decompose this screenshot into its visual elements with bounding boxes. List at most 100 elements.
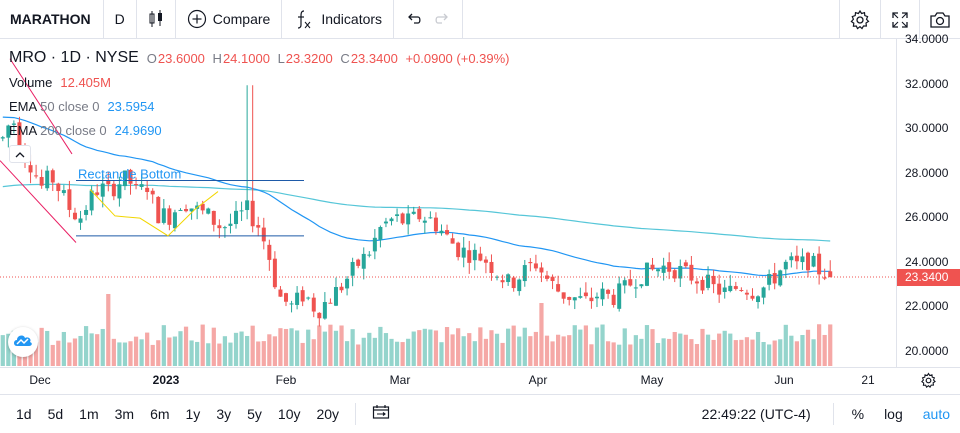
scale-settings-button[interactable] — [920, 372, 937, 394]
range-3m[interactable]: 3m — [114, 406, 135, 422]
candle-body — [111, 183, 116, 197]
undo-button[interactable] — [393, 0, 462, 39]
candle-body — [411, 211, 416, 214]
ema50-params: 50 close 0 — [40, 98, 100, 114]
volume-bar — [611, 342, 616, 366]
price-tick-20: 20.0000 — [905, 344, 949, 358]
candle-body — [794, 255, 799, 262]
candle-body — [339, 286, 344, 291]
volume-bar — [539, 303, 544, 366]
candle-body — [256, 225, 261, 228]
volume-bar — [761, 342, 766, 366]
redo-icon[interactable] — [433, 10, 451, 28]
range-5y[interactable]: 5y — [247, 406, 262, 422]
candle-body — [522, 265, 527, 282]
price-tick-34: 34.0000 — [905, 32, 949, 46]
range-20y[interactable]: 20y — [316, 406, 340, 422]
volume-bar — [372, 337, 377, 366]
legend-ema50-row[interactable]: EMA 50 close 0 23.5954 — [9, 94, 514, 118]
candle-body — [184, 208, 189, 212]
fullscreen-button[interactable] — [880, 0, 919, 39]
volume-bar — [383, 333, 389, 366]
log-toggle[interactable]: log — [884, 406, 903, 422]
indicators-button[interactable]: Indicators — [281, 0, 393, 39]
volume-bar — [528, 336, 533, 366]
settings-button[interactable] — [839, 0, 880, 39]
snapshot-button[interactable] — [919, 0, 960, 39]
volume-bar — [267, 334, 272, 366]
candle-body — [406, 213, 411, 225]
candle-body — [67, 189, 72, 210]
candle-body — [234, 210, 239, 225]
volume-bar — [789, 335, 794, 366]
auto-toggle[interactable]: auto — [922, 406, 950, 422]
volume-bar — [278, 328, 283, 366]
volume-bar — [511, 325, 516, 366]
indicators-label: Indicators — [321, 11, 383, 27]
legend-collapse-button[interactable] — [9, 145, 31, 163]
percent-toggle[interactable]: % — [851, 406, 865, 422]
candle-body — [161, 208, 166, 223]
volume-bar — [472, 341, 477, 366]
compare-button[interactable]: Compare — [174, 0, 282, 39]
range-1y[interactable]: 1y — [185, 406, 201, 422]
volume-bar — [78, 335, 83, 366]
volume-bar — [778, 339, 783, 366]
volume-label: Volume — [9, 74, 53, 90]
candle-body — [72, 212, 77, 220]
volume-bar — [522, 327, 527, 366]
clock-timezone[interactable]: 22:49:22 (UTC-4) — [701, 406, 811, 422]
legend-ema200-row[interactable]: EMA 200 close 0 24.9690 — [9, 118, 514, 142]
range-1m[interactable]: 1m — [79, 406, 99, 422]
candle-body — [761, 287, 766, 298]
volume-bar — [411, 331, 416, 366]
toolbar-divider — [462, 0, 464, 39]
range-3y[interactable]: 3y — [216, 406, 232, 422]
brand-logo[interactable] — [8, 327, 38, 357]
candle-body — [644, 262, 649, 286]
volume-bar — [483, 338, 489, 366]
goto-date-button[interactable] — [364, 404, 398, 425]
volume-bar — [106, 294, 111, 366]
volume-bar — [122, 342, 128, 366]
volume-bar — [722, 330, 727, 366]
volume-bar — [133, 336, 139, 366]
volume-bar — [189, 340, 194, 366]
candle-body — [539, 267, 544, 273]
volume-bar — [717, 333, 722, 366]
volume-value: 12.405M — [60, 74, 111, 90]
volume-bar — [700, 328, 705, 366]
ohlc-high-key: H — [212, 50, 222, 66]
candle-body — [650, 264, 655, 270]
time-tick-may: May — [640, 373, 664, 387]
volume-bar — [89, 333, 94, 366]
volume-bar — [467, 333, 472, 366]
candle-body — [417, 208, 422, 220]
range-1d[interactable]: 1d — [16, 406, 32, 422]
ema50-value: 23.5954 — [107, 98, 155, 114]
candle-body — [578, 296, 583, 298]
volume-bar — [344, 341, 350, 366]
chart-style-button[interactable] — [135, 0, 175, 39]
volume-bar — [195, 341, 200, 366]
range-6m[interactable]: 6m — [150, 406, 170, 422]
interval-button[interactable]: D — [102, 0, 136, 39]
candle-body — [606, 289, 611, 294]
ema50-label: EMA — [9, 98, 38, 114]
volume-bar — [311, 339, 316, 366]
candle-body — [728, 285, 733, 292]
volume-bar — [83, 326, 89, 366]
candle-body — [700, 279, 705, 291]
volume-bar — [683, 334, 688, 366]
volume-bar — [111, 338, 116, 366]
range-5d[interactable]: 5d — [47, 406, 64, 422]
volume-bar — [367, 332, 372, 366]
volume-bar — [617, 344, 622, 366]
candle-body — [145, 187, 150, 193]
legend-volume-row[interactable]: Volume 12.405M — [9, 70, 514, 94]
symbol-search[interactable]: MARATHON — [10, 10, 91, 27]
volume-bar — [283, 328, 289, 366]
ohlc-close-key: C — [340, 50, 350, 66]
candle-body — [106, 180, 111, 185]
range-10y[interactable]: 10y — [277, 406, 301, 422]
